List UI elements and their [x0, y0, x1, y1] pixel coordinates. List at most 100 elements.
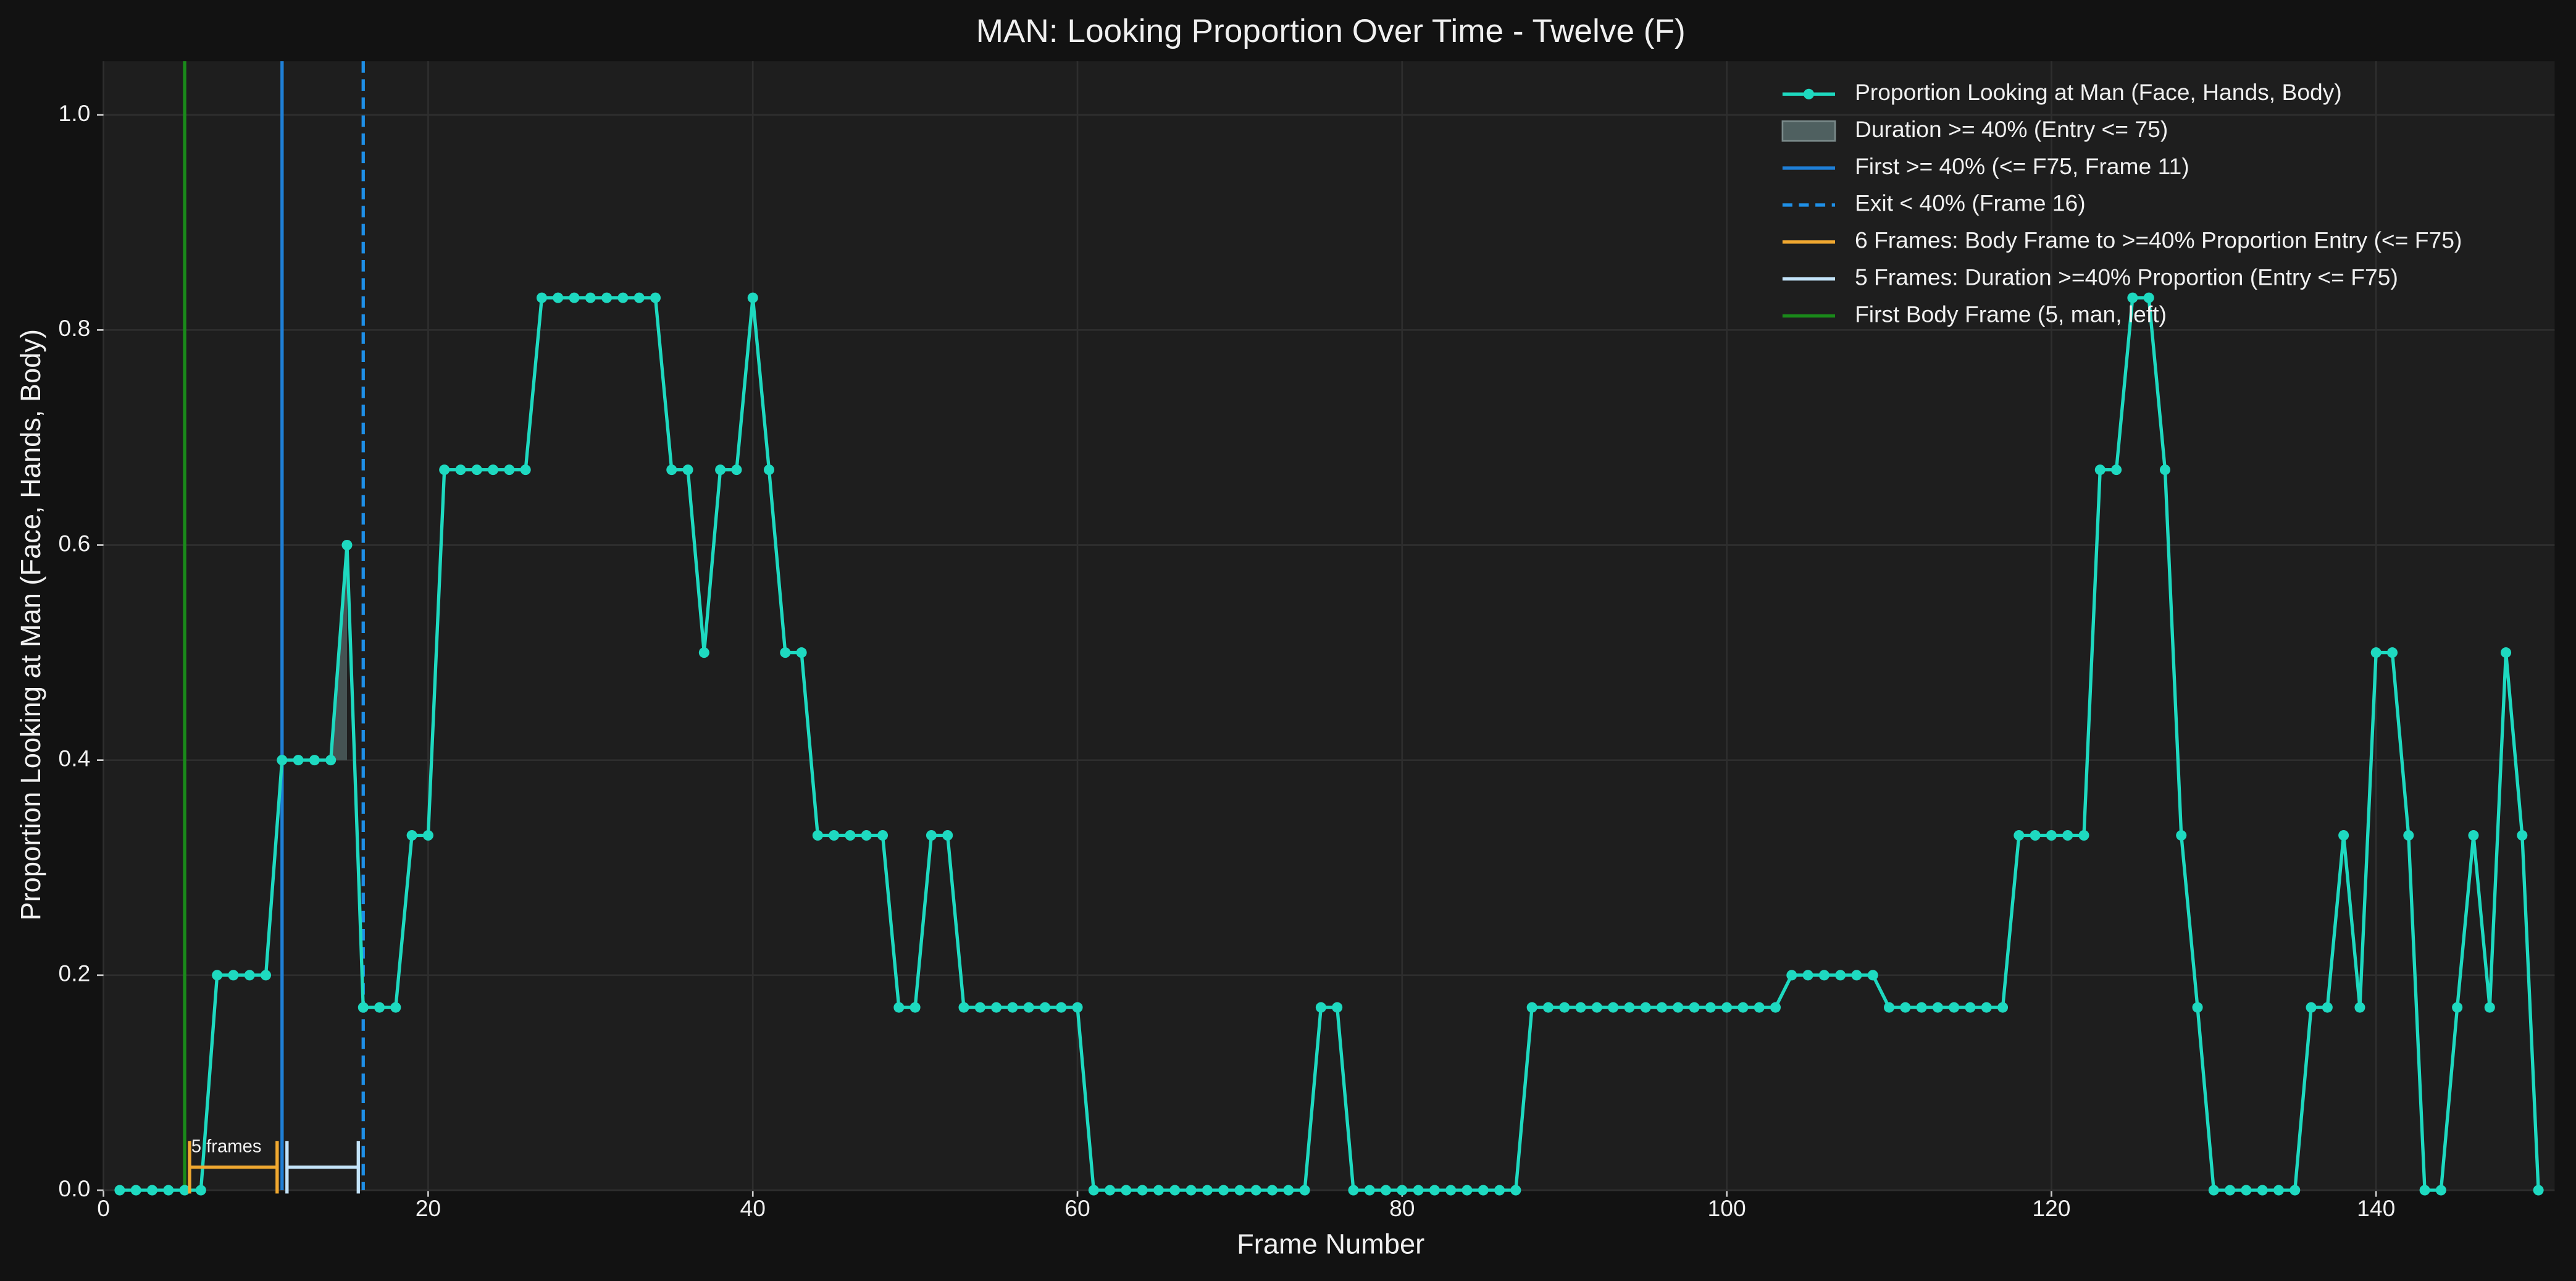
data-point	[1542, 1002, 1554, 1013]
legend-label: Proportion Looking at Man (Face, Hands, …	[1855, 79, 2342, 105]
data-point	[406, 830, 417, 841]
data-point	[1624, 1002, 1635, 1013]
data-point	[1332, 1002, 1343, 1013]
data-point	[1266, 1185, 1278, 1196]
data-point	[1640, 1002, 1651, 1013]
data-point	[747, 292, 758, 303]
data-point	[1462, 1185, 1473, 1196]
plot-area	[103, 61, 2555, 1191]
legend-item: Duration >= 40% (Entry <= 75)	[1781, 116, 2168, 142]
data-point	[926, 830, 937, 841]
legend-item: First Body Frame (5, man, left)	[1782, 301, 2167, 327]
data-point	[2046, 830, 2057, 841]
data-point	[1884, 1002, 1895, 1013]
data-point	[2143, 292, 2154, 303]
data-point	[1786, 970, 1797, 981]
data-point	[374, 1002, 385, 1013]
data-point	[1656, 1002, 1667, 1013]
data-point	[2192, 1002, 2203, 1013]
data-point	[1770, 1002, 1781, 1013]
data-point	[682, 464, 693, 476]
data-point	[1916, 1002, 1927, 1013]
data-point	[1153, 1185, 1164, 1196]
data-point	[1949, 1002, 1960, 1013]
data-point	[666, 464, 677, 476]
data-point	[2370, 647, 2382, 658]
data-point	[2452, 1002, 2463, 1013]
data-point	[2159, 464, 2170, 476]
data-point	[617, 292, 629, 303]
data-point	[1689, 1002, 1700, 1013]
x-tick-label: 40	[740, 1195, 766, 1221]
data-point	[2241, 1185, 2252, 1196]
legend-item: Exit < 40% (Frame 16)	[1782, 190, 2086, 216]
data-point	[1283, 1185, 1294, 1196]
data-point	[553, 292, 564, 303]
data-point	[1754, 1002, 1765, 1013]
data-point	[309, 755, 320, 766]
x-tick-label: 60	[1064, 1195, 1090, 1221]
data-point	[845, 830, 856, 841]
data-point	[1932, 1002, 1943, 1013]
data-point	[1121, 1185, 1132, 1196]
data-point	[763, 464, 775, 476]
data-point	[829, 830, 840, 841]
data-point	[910, 1002, 921, 1013]
data-point	[422, 830, 433, 841]
y-tick-label: 0.4	[59, 746, 91, 771]
data-point	[2403, 830, 2414, 841]
data-point	[504, 464, 515, 476]
data-point	[942, 830, 953, 841]
data-point	[195, 1185, 206, 1196]
chart-title: MAN: Looking Proportion Over Time - Twel…	[976, 13, 1686, 49]
data-point	[1137, 1185, 1148, 1196]
data-point	[1478, 1185, 1489, 1196]
data-point	[2338, 830, 2349, 841]
data-point	[1818, 970, 1830, 981]
x-tick-label: 120	[2032, 1195, 2070, 1221]
data-point	[715, 464, 726, 476]
data-point	[1202, 1185, 1213, 1196]
data-point	[1738, 1002, 1749, 1013]
data-point	[2094, 464, 2106, 476]
data-point	[2517, 830, 2528, 841]
data-point	[1169, 1185, 1181, 1196]
data-point	[2306, 1002, 2317, 1013]
y-tick-label: 0.2	[59, 960, 91, 986]
data-point	[1494, 1185, 1505, 1196]
data-point	[146, 1185, 158, 1196]
data-point	[114, 1185, 125, 1196]
y-axis-label: Proportion Looking at Man (Face, Hands, …	[15, 329, 46, 921]
data-point	[2062, 830, 2073, 841]
data-point	[861, 830, 872, 841]
data-point	[1413, 1185, 1424, 1196]
data-point	[1023, 1002, 1034, 1013]
data-point	[634, 292, 645, 303]
data-point	[1867, 970, 1878, 981]
data-point	[1348, 1185, 1359, 1196]
data-point	[1250, 1185, 1261, 1196]
data-point	[1072, 1002, 1083, 1013]
data-point	[1526, 1002, 1537, 1013]
data-point	[2208, 1185, 2219, 1196]
data-point	[1088, 1185, 1099, 1196]
data-point	[2386, 647, 2398, 658]
legend-label: Exit < 40% (Frame 16)	[1855, 190, 2086, 216]
data-point	[1315, 1002, 1326, 1013]
data-point	[1510, 1185, 1521, 1196]
data-point	[2501, 647, 2512, 658]
data-point	[569, 292, 580, 303]
data-point	[1429, 1185, 1440, 1196]
data-point	[1981, 1002, 1992, 1013]
data-point	[325, 755, 337, 766]
data-point	[2127, 292, 2138, 303]
data-point	[1591, 1002, 1602, 1013]
y-tick-label: 1.0	[59, 100, 91, 126]
legend-item: Proportion Looking at Man (Face, Hands, …	[1782, 79, 2342, 105]
data-point	[2290, 1185, 2301, 1196]
data-point	[958, 1002, 969, 1013]
data-point	[439, 464, 450, 476]
data-point	[1007, 1002, 1018, 1013]
x-tick-label: 20	[416, 1195, 441, 1221]
